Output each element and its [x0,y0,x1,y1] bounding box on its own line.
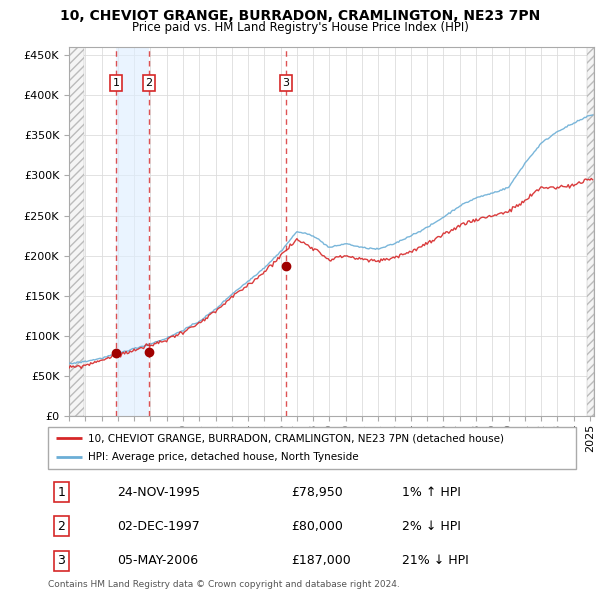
Text: £187,000: £187,000 [291,554,350,567]
Text: 02-DEC-1997: 02-DEC-1997 [116,520,199,533]
Text: 1: 1 [113,78,120,88]
Text: 2% ↓ HPI: 2% ↓ HPI [402,520,461,533]
Text: Price paid vs. HM Land Registry's House Price Index (HPI): Price paid vs. HM Land Registry's House … [131,21,469,34]
Text: 3: 3 [57,554,65,567]
Text: Contains HM Land Registry data © Crown copyright and database right 2024.: Contains HM Land Registry data © Crown c… [48,581,400,589]
Text: 05-MAY-2006: 05-MAY-2006 [116,554,198,567]
Text: 2: 2 [146,78,152,88]
Text: HPI: Average price, detached house, North Tyneside: HPI: Average price, detached house, Nort… [88,452,358,462]
Text: 10, CHEVIOT GRANGE, BURRADON, CRAMLINGTON, NE23 7PN (detached house): 10, CHEVIOT GRANGE, BURRADON, CRAMLINGTO… [88,434,503,444]
Text: 24-NOV-1995: 24-NOV-1995 [116,486,200,499]
Text: 10, CHEVIOT GRANGE, BURRADON, CRAMLINGTON, NE23 7PN: 10, CHEVIOT GRANGE, BURRADON, CRAMLINGTO… [60,9,540,23]
Text: 1: 1 [57,486,65,499]
Text: £80,000: £80,000 [291,520,343,533]
Text: 3: 3 [283,78,290,88]
Text: 2: 2 [57,520,65,533]
Text: 1% ↑ HPI: 1% ↑ HPI [402,486,461,499]
Text: 21% ↓ HPI: 21% ↓ HPI [402,554,469,567]
Text: £78,950: £78,950 [291,486,343,499]
